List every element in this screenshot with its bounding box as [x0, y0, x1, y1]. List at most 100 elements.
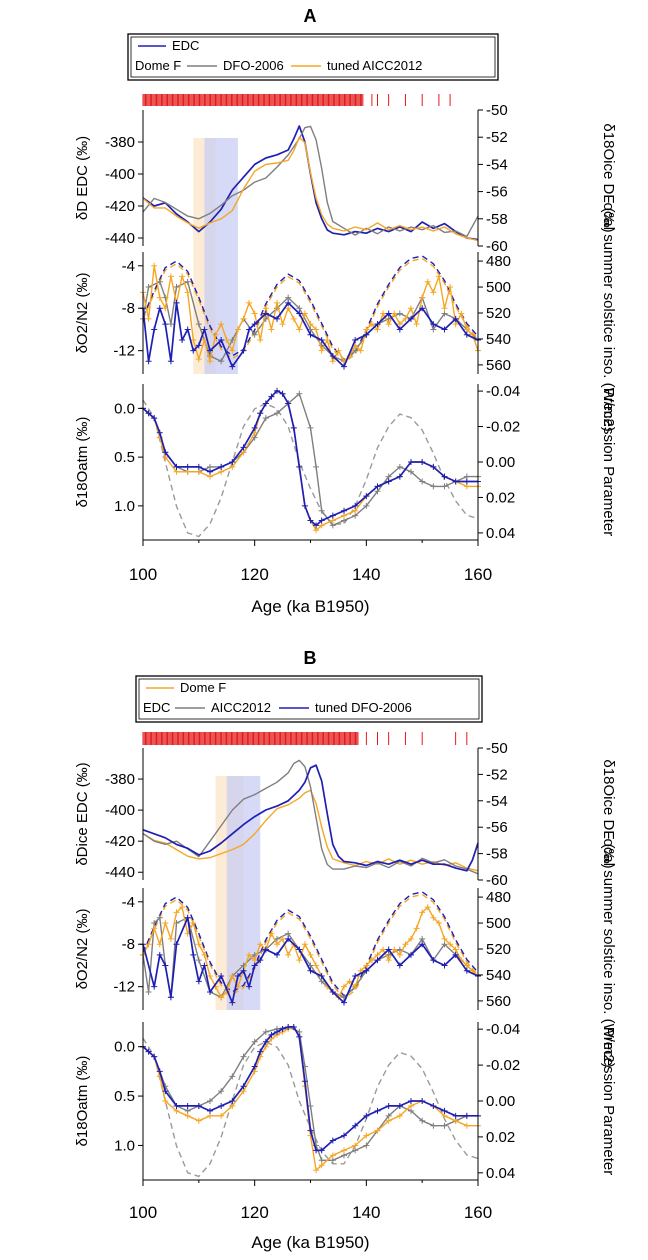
data-point-tuned [162, 1098, 169, 1104]
subplot-d18Oatm: 0.0 0.5 1.0 -0.04 -0.02 0.00 0.02 0.04 δ18Oatm (… [74, 1021, 617, 1182]
y-tick-label-right: 520 [486, 305, 511, 322]
data-point-edc [318, 337, 325, 344]
data-point-edc [430, 1102, 437, 1109]
data-point-tuned [313, 326, 320, 333]
data-point-domef [262, 1028, 269, 1035]
y-tick-label-right: -50 [486, 102, 508, 119]
y-tick-label-right: -54 [486, 156, 508, 173]
data-point-tuned [318, 1162, 325, 1169]
legend-label: tuned AICC2012 [327, 58, 422, 73]
panel-A: A EDC Dome F DFO-2006 tuned AICC2012 -380 -400… [74, 6, 617, 616]
data-point-tuned [229, 347, 236, 354]
data-point-edc [179, 337, 186, 344]
data-point-domef [145, 284, 152, 291]
data-point-tuned [341, 1147, 347, 1154]
data-point-edc [279, 390, 286, 397]
data-point-tuned [229, 973, 236, 980]
legend-inner-box [130, 36, 496, 78]
data-point-edc [218, 463, 225, 470]
data-point-edc [301, 502, 308, 509]
data-point-edc [173, 941, 180, 948]
data-point-tuned [352, 1142, 359, 1149]
data-point-edc [229, 459, 236, 465]
data-point-tuned [374, 1127, 381, 1134]
data-point-tuned [424, 278, 431, 285]
data-point-edc [385, 946, 392, 953]
x-tick-label: 100 [129, 1203, 157, 1222]
data-point-tuned [413, 925, 420, 932]
y-tick-label-right: -50 [486, 740, 508, 757]
x-tick-label: 160 [464, 1203, 492, 1222]
data-point-edc [240, 444, 247, 451]
data-point-tuned [307, 321, 314, 328]
data-point-domef [229, 337, 236, 344]
y-tick-label-left: -440 [105, 864, 135, 881]
data-point-edc [452, 478, 459, 485]
data-point-tuned [357, 347, 364, 354]
panel-letter: B [304, 648, 317, 668]
data-point-edc [156, 429, 163, 436]
data-point-tuned [234, 326, 241, 333]
data-point-edc [207, 1107, 213, 1114]
y-axis-label-left: δO2/N2 (‰) [74, 273, 91, 354]
data-point-tuned [335, 347, 342, 354]
data-point-tuned [145, 315, 152, 322]
y-tick-label-right: -60 [486, 872, 508, 889]
data-point-edc [145, 1048, 152, 1055]
series-edc [142, 302, 479, 368]
data-point-edc [352, 337, 359, 344]
data-point-edc [279, 1025, 286, 1032]
data-point-edc [296, 1033, 303, 1040]
data-point-tuned [167, 273, 174, 280]
data-point-tuned [257, 941, 264, 948]
y-tick-label-right: 0.02 [486, 1129, 515, 1146]
data-point-domef [173, 284, 180, 291]
data-point-edc [352, 973, 359, 980]
data-point-domef [195, 321, 202, 328]
data-point-edc [285, 1023, 292, 1030]
data-point-edc [307, 517, 314, 524]
data-point-edc [162, 1088, 169, 1095]
data-point-edc [307, 331, 314, 338]
data-point-domef [441, 1122, 448, 1129]
data-point-edc [274, 315, 280, 322]
data-point-tuned [173, 909, 180, 916]
data-point-edc [419, 459, 426, 465]
x-axis-label: Age (ka B1950) [251, 1233, 369, 1252]
data-point-tuned [268, 326, 275, 333]
y-axis-label-right: Precession Parameter [600, 388, 617, 536]
data-point-edc [184, 1102, 191, 1109]
data-point-domef [251, 331, 258, 338]
data-point-tuned [402, 941, 409, 948]
data-point-domef [285, 294, 292, 301]
data-point-tuned [441, 305, 448, 312]
data-point-edc [201, 962, 208, 969]
data-point-edc [318, 1147, 325, 1154]
y-tick-label-left: -4 [122, 894, 135, 911]
y-tick-label-right: -0.02 [486, 1057, 520, 1074]
data-point-tuned [240, 315, 247, 322]
y-tick-label-right: 540 [486, 331, 511, 348]
data-point-edc [452, 951, 459, 958]
data-point-tuned [195, 1117, 202, 1124]
y-tick-label-right: 0.04 [486, 1165, 515, 1182]
y-tick-label-right: -56 [486, 819, 508, 836]
data-point-edc [207, 988, 213, 995]
subplot-dO2N2: -4 -8 -12 480 500 520 540 560 δO2/N2 (‰) Local su… [74, 830, 617, 1068]
data-point-tuned [195, 356, 202, 363]
data-point-edc [396, 326, 403, 333]
panel-B: B Dome F EDC AICC2012 tuned DFO-2006 -380 -400… [74, 648, 617, 1252]
series-insolation_orange [142, 257, 479, 363]
data-point-edc [162, 962, 169, 969]
legend-prefix: EDC [143, 700, 170, 715]
data-point-edc [441, 962, 448, 969]
data-point-domef [274, 410, 280, 417]
data-point-domef [318, 978, 325, 985]
data-point-edc [441, 326, 448, 333]
data-point-tuned [190, 920, 197, 927]
data-point-edc [184, 463, 191, 470]
y-tick-label-right: -60 [486, 238, 508, 255]
data-point-domef [184, 278, 191, 285]
data-point-domef [262, 415, 269, 422]
y-tick-label-left: 0.0 [114, 400, 135, 417]
